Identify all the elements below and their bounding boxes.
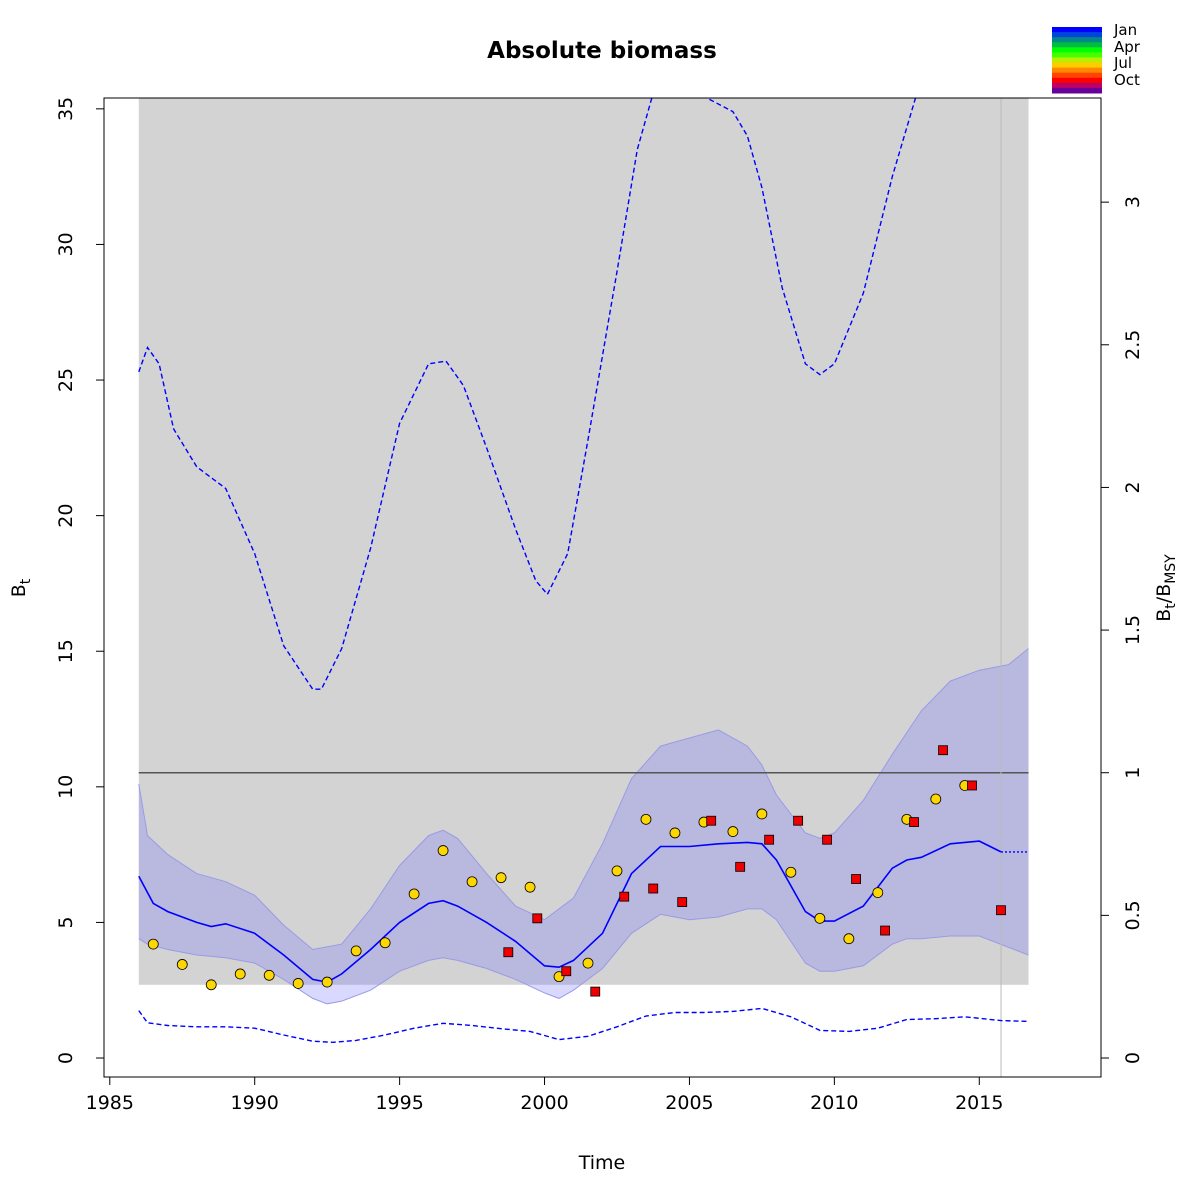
biomass-estimate-line [138, 840, 1002, 983]
y-tick-label: 10 [55, 775, 77, 799]
y-tick-label: 30 [55, 232, 77, 256]
legend-color-swatch [1052, 62, 1102, 69]
index2-point [851, 874, 861, 884]
index1-point [147, 938, 159, 950]
legend-label: Apr [1114, 38, 1141, 56]
index1-point [640, 813, 652, 825]
legend-color-swatch [1052, 52, 1102, 58]
legend-color-swatch [1052, 57, 1102, 64]
chart-title: Absolute biomass [487, 38, 717, 64]
index2-point [532, 913, 543, 924]
lower-bound-dashed-line [138, 1007, 1029, 1044]
y-tick-label: 25 [55, 368, 77, 392]
index1-point [495, 872, 507, 884]
index2-point [967, 780, 977, 791]
index1-point [524, 881, 536, 893]
y2-tick-label: 1.5 [1122, 615, 1144, 645]
legend-color-swatch [1052, 87, 1102, 94]
index2-point [590, 986, 601, 997]
plot-area [138, 98, 1029, 1077]
index1-point [930, 793, 942, 805]
y2-axis-title: Bt/BMSY [1153, 554, 1179, 622]
index1-point [843, 933, 855, 945]
index2-point [619, 891, 630, 902]
index2-point [561, 966, 572, 977]
x-tick-label: 1995 [375, 1092, 423, 1114]
index2-point [909, 817, 919, 827]
x-tick-label: 1990 [231, 1092, 279, 1114]
index1-point [234, 968, 246, 980]
index1-point [466, 876, 478, 888]
index1-point [321, 976, 333, 988]
index2-point [880, 925, 890, 936]
y2-tick-label: 1 [1122, 767, 1144, 779]
y-tick-label: 20 [55, 504, 77, 528]
legend-color-swatch [1052, 77, 1102, 84]
index1-point [756, 808, 768, 820]
y2-tick-label: 2.5 [1122, 330, 1144, 360]
x-tick-label: 2005 [665, 1092, 713, 1114]
y-axis-title: Bt [8, 578, 34, 597]
y2-tick-label: 0.5 [1122, 900, 1144, 930]
legend-color-swatch [1052, 37, 1102, 43]
ci-upper-line [138, 648, 1029, 951]
index1-point [205, 979, 217, 991]
index1-point [292, 978, 304, 989]
axes: 1985 1990 1995 2000 2005 2010 2015051015202530… [55, 97, 1144, 1114]
index1-point [872, 887, 884, 898]
gray-band [138, 98, 1029, 985]
x-tick-label: 2015 [955, 1092, 1003, 1114]
upper-bound-dashed-line [138, 98, 917, 690]
index1-point [176, 959, 188, 970]
y-tick-label: 0 [55, 1052, 77, 1064]
x-axis-title: Time [578, 1152, 626, 1174]
y2-tick-label: 0 [1122, 1052, 1144, 1064]
index1-point [408, 888, 420, 900]
index1-point [669, 827, 681, 839]
index1-point [379, 937, 391, 949]
legend-label: Jan [1113, 21, 1137, 39]
y2-tick-label: 2 [1122, 481, 1144, 493]
index2-point [735, 861, 746, 872]
index2-point [706, 815, 717, 826]
y-tick-label: 35 [55, 97, 77, 121]
legend-color-swatch [1052, 82, 1102, 89]
index1-point [814, 912, 826, 924]
index1-point [350, 945, 362, 957]
index2-point [648, 883, 659, 894]
index1-point [727, 826, 739, 837]
index2-point [764, 834, 775, 845]
index2-point [677, 897, 688, 907]
x-tick-label: 2010 [810, 1092, 858, 1114]
legend-color-swatch [1052, 32, 1102, 38]
index1-point [582, 957, 594, 969]
legend-color-swatch [1052, 42, 1102, 48]
index2-point [822, 834, 833, 845]
legend-label: Oct [1114, 71, 1140, 89]
index1-point [785, 866, 797, 878]
index2-point [938, 745, 948, 756]
legend-color-swatch [1052, 47, 1102, 53]
legend-color-swatch [1052, 67, 1102, 74]
ci-lower-line [138, 908, 1029, 1005]
x-tick-label: 1985 [86, 1092, 134, 1114]
y-tick-label: 5 [55, 916, 77, 928]
x-tick-label: 2000 [520, 1092, 568, 1114]
index2-point [793, 815, 804, 826]
legend-label: Jul [1113, 54, 1132, 72]
index2-point [503, 947, 514, 958]
index1-point [263, 969, 275, 981]
legend-color-swatch [1052, 72, 1102, 79]
index1-point [437, 845, 449, 856]
index2-point [996, 905, 1006, 916]
index1-point [611, 865, 623, 877]
y-tick-label: 15 [55, 639, 77, 663]
legend-color-swatch [1052, 27, 1102, 33]
ci-band [138, 648, 1029, 1004]
y2-tick-label: 3 [1122, 196, 1144, 208]
